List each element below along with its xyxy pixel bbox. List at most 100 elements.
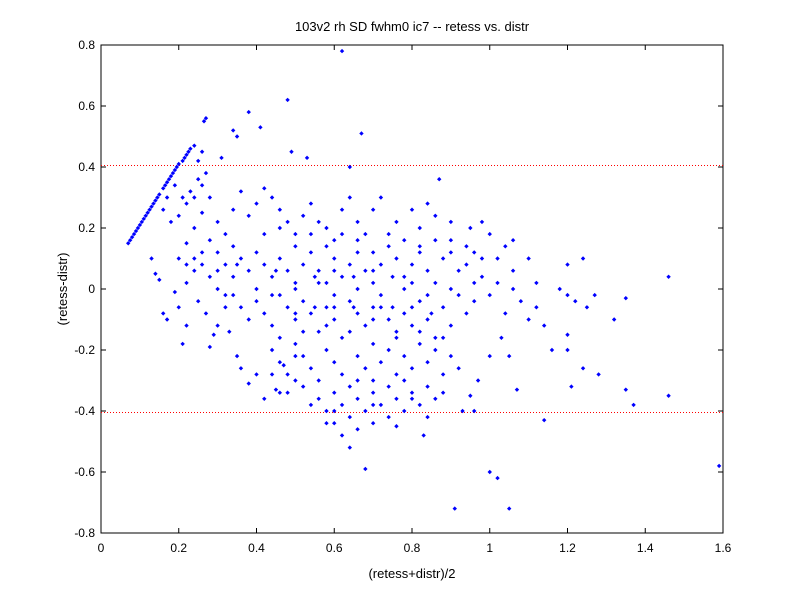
data-point [503,311,508,316]
axes-box [100,44,724,534]
data-point [199,262,205,267]
data-point [199,250,205,255]
data-point [135,225,141,231]
data-point [370,390,376,395]
data-point [324,421,329,426]
data-point [227,329,232,334]
data-point [355,286,360,292]
data-point [293,244,298,249]
data-point [378,262,384,267]
x-tick-label: 0 [98,541,105,555]
data-point [269,372,275,377]
data-point [195,177,201,182]
data-point [394,335,399,340]
data-point [402,353,407,359]
x-tick-label: 1.2 [559,541,576,555]
x-tick-label: 0.4 [248,541,265,555]
data-point [285,97,290,103]
data-point [448,353,454,359]
data-point [339,335,345,340]
data-point [433,280,438,286]
data-point [211,332,216,337]
data-point [456,292,461,298]
data-point [339,274,345,279]
data-point [394,396,399,401]
data-point [370,317,376,322]
data-point [565,332,570,337]
data-point [355,427,360,432]
y-tick-label: -0.8 [74,526,95,540]
data-point [293,341,298,347]
data-point [176,161,181,167]
data-point [370,378,376,383]
data-point [468,225,473,231]
data-point [351,274,356,279]
data-point [495,280,500,286]
data-point [151,201,156,206]
data-point [495,475,500,481]
data-point [238,366,244,371]
data-point [363,466,368,472]
data-point [324,323,329,328]
x-tick-label: 0.2 [170,541,187,555]
data-point [347,445,352,450]
data-point [203,311,209,316]
data-point [425,268,430,273]
data-point [172,183,178,188]
data-point [293,286,298,292]
data-point [170,170,176,176]
data-point [631,402,636,408]
data-point [153,198,158,203]
data-point [289,149,294,154]
data-point [234,353,240,359]
data-point [164,317,170,322]
data-point [332,408,337,414]
data-point [182,155,187,161]
data-point [223,292,228,298]
data-point [219,155,224,161]
data-point [203,116,209,121]
data-point [184,201,189,206]
data-point [347,164,352,170]
data-point [207,195,213,200]
data-point [215,219,220,225]
data-point [386,317,391,322]
data-point [316,396,321,401]
data-point [230,244,236,249]
data-point [440,335,446,340]
data-point [479,274,485,279]
data-point [188,189,193,194]
data-point [215,286,220,292]
data-point [149,204,154,209]
data-point [456,366,461,371]
data-point [192,268,197,273]
data-point [126,241,131,246]
data-point [541,323,547,328]
data-point [363,268,368,273]
data-point [409,280,415,286]
data-point [452,506,457,511]
data-point [207,238,213,243]
data-point [425,384,430,389]
data-point [472,408,477,414]
data-point [316,329,321,334]
y-axis-label: (retess-distr) [55,253,70,326]
data-point [417,250,422,255]
data-point [592,292,597,298]
data-point [370,421,376,426]
data-point [254,286,259,292]
data-point [332,292,337,298]
data-point [172,167,178,173]
data-point [269,195,275,200]
data-point [557,286,562,292]
data-point [332,305,337,310]
data-point [254,250,259,255]
data-point [565,262,570,267]
data-point [417,402,422,408]
data-point [347,329,352,334]
data-point [425,292,430,298]
x-tick-label: 0.6 [326,541,343,555]
data-point [433,213,438,218]
data-point [580,256,586,261]
y-tick-label: -0.2 [74,343,95,357]
